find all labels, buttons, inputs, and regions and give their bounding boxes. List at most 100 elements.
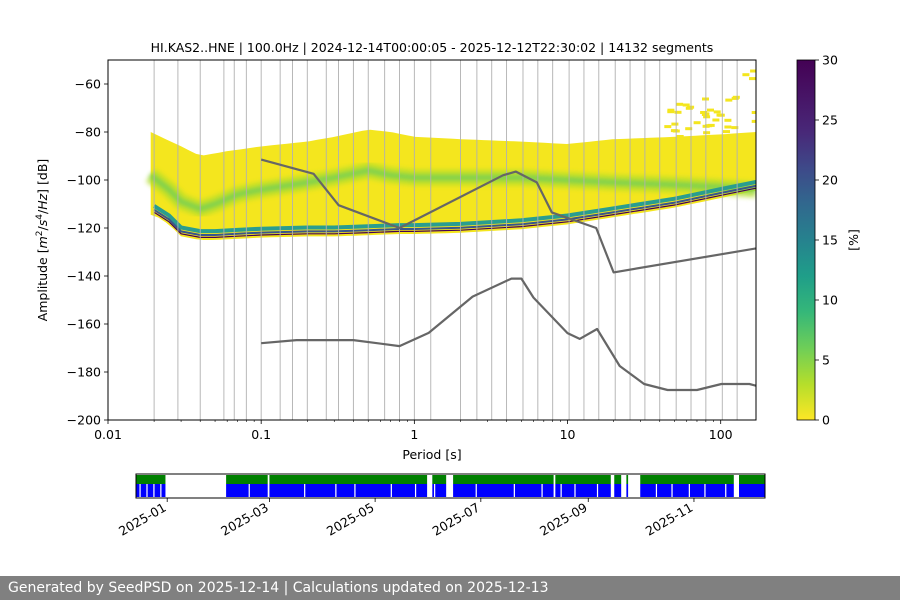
ylabel-part: / — [35, 225, 50, 230]
ylabel-part: ] [dB] — [35, 159, 50, 194]
psd-outlier-bin — [676, 135, 684, 138]
coverage-segment — [432, 484, 447, 497]
coverage-gap — [335, 484, 337, 497]
coverage-gap — [160, 484, 162, 497]
psd-plot-area: 0.01 0.1 1 10 100 −200 −180 −160 −140 −120 −100 −8… — [67, 59, 757, 442]
coverage-gap — [541, 484, 543, 497]
period-grid — [153, 60, 738, 420]
availability-segment — [555, 475, 611, 484]
ylabel-part: m — [35, 236, 50, 248]
coverage-gap — [655, 484, 658, 497]
availability-segment — [626, 475, 629, 484]
psd-outlier-bin — [703, 131, 711, 135]
psd-outlier-bin — [751, 119, 756, 123]
psd-outlier-bin — [703, 115, 711, 119]
x-axis-label: Period [s] — [402, 447, 461, 462]
y-tick-label: −120 — [67, 221, 101, 236]
psd-outlier-bin — [701, 113, 709, 116]
colorbar-label: [%] — [846, 229, 861, 251]
coverage-gap — [434, 484, 436, 497]
ylabel-superscript: 2 — [35, 230, 45, 236]
timeline-tick-label: 2025-01 — [116, 500, 169, 539]
plot-frame — [107, 59, 757, 421]
psd-outlier-bin — [682, 103, 690, 107]
y-tick-label: −80 — [75, 125, 101, 140]
psd-outlier-bin — [731, 96, 739, 100]
ylabel-part: Hz — [35, 193, 50, 209]
coverage-segment — [640, 484, 734, 497]
availability-segment — [136, 475, 166, 484]
psd-outlier-bin — [685, 106, 693, 110]
ylabel-part: Amplitude [ — [35, 248, 50, 321]
nhnm-line — [260, 158, 756, 274]
psd-outlier-bin — [724, 118, 732, 122]
psd-outlier-bin — [731, 126, 739, 130]
noise-model-lines — [260, 158, 756, 392]
x-axis: 0.01 0.1 1 10 100 — [94, 420, 733, 442]
colorbar-tick-label: 0 — [822, 413, 830, 428]
coverage-gap — [688, 484, 690, 497]
availability-segment — [640, 475, 734, 484]
psd-outlier-bin — [751, 111, 756, 114]
coverage-gap — [725, 484, 727, 497]
coverage-segment — [739, 484, 765, 497]
psd-outlier-bin — [667, 108, 675, 112]
coverage-gap — [139, 484, 141, 497]
ylabel-part: / — [35, 209, 50, 214]
colorbar-tick-label: 30 — [822, 53, 838, 68]
coverage-gap — [153, 484, 155, 497]
y-tick-label: −60 — [75, 77, 101, 92]
psd-outlier-bin — [671, 122, 679, 126]
timeline-tick-label: 2025-05 — [324, 500, 377, 539]
colorbar-tick-label: 5 — [822, 353, 830, 368]
coverage-gap — [596, 484, 599, 497]
timeline-tick-label: 2025-03 — [218, 500, 271, 539]
psd-outlier-bin — [717, 113, 725, 117]
colorbar-tick-label: 10 — [822, 293, 838, 308]
y-axis-label: Amplitude [m2/s4/Hz] [dB] — [35, 159, 50, 322]
x-tick-label: 10 — [560, 427, 576, 442]
timeline-tick-label: 2025-11 — [643, 500, 696, 539]
psd-outlier-bin — [707, 108, 714, 112]
colorbar-tick-label: 15 — [822, 233, 838, 248]
psd-outlier-bin — [723, 130, 730, 134]
footer-bar: Generated by SeedPSD on 2025-12-14 | Cal… — [0, 576, 900, 600]
coverage-segment — [626, 484, 629, 497]
y-tick-label: −140 — [67, 269, 101, 284]
psd-outlier-bin — [705, 124, 713, 128]
colorbar-tick-label: 20 — [822, 173, 838, 188]
availability-segment — [739, 475, 765, 484]
availability-segment — [269, 475, 428, 484]
psd-figure: HI.KAS2..HNE | 100.0Hz | 2024-12-14T00:0… — [35, 40, 861, 539]
colorbar-tick-label: 25 — [822, 113, 838, 128]
coverage-gap — [704, 484, 706, 497]
coverage-gap — [304, 484, 306, 497]
timeline-frame — [135, 473, 766, 499]
y-tick-label: −180 — [67, 365, 101, 380]
psd-outlier-bin — [674, 110, 682, 114]
ylabel-superscript: 4 — [35, 214, 45, 220]
x-tick-label: 1 — [410, 427, 418, 442]
coverage-gap — [414, 484, 417, 497]
psd-outlier-bin — [750, 69, 756, 73]
coverage-segment — [269, 484, 428, 497]
timeline-tick-label: 2025-09 — [537, 500, 590, 539]
coverage-segment — [453, 484, 554, 497]
y-tick-label: −200 — [67, 413, 101, 428]
psd-outlier-bin — [724, 125, 732, 129]
coverage-gap — [513, 484, 515, 497]
coverage-gap — [671, 484, 673, 497]
x-tick-label: 0.1 — [251, 427, 271, 442]
psd-outlier-bin — [664, 125, 672, 129]
ylabel-part: s — [35, 219, 50, 226]
availability-segment — [453, 475, 554, 484]
availability-timeline: 2025-01 2025-03 2025-05 2025-07 2025-09 2025-… — [116, 473, 766, 539]
psd-outlier-bin — [725, 98, 733, 102]
availability-segment — [432, 475, 447, 484]
coverage-gap — [146, 484, 148, 497]
psd-outlier-bin — [685, 127, 693, 131]
timeline-tick-label: 2025-07 — [430, 500, 483, 539]
coverage-segment — [555, 484, 611, 497]
colorbar-gradient — [796, 59, 816, 421]
y-tick-label: −100 — [67, 173, 101, 188]
